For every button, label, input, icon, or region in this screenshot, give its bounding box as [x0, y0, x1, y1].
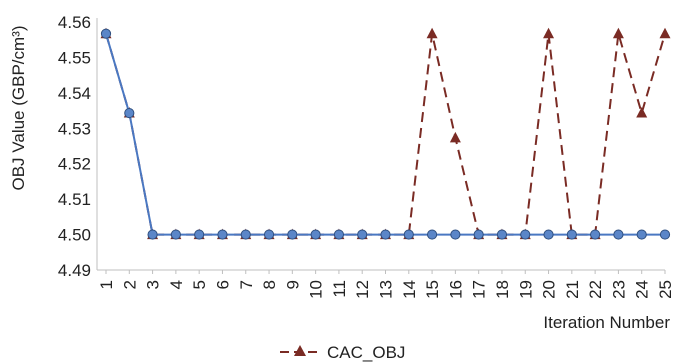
circle-marker	[240, 229, 251, 240]
circle-marker	[287, 229, 298, 240]
y-tick-label: 4.51	[58, 190, 91, 209]
circle-marker	[333, 229, 345, 240]
x-tick-label: 11	[330, 280, 349, 298]
circle-marker	[194, 229, 205, 240]
circle-marker	[426, 229, 438, 240]
y-tick-label: 4.53	[58, 119, 91, 138]
legend-label-cac-obj: CAC_OBJ	[327, 343, 405, 362]
axes	[96, 18, 665, 271]
x-tick-label: 21	[563, 280, 582, 299]
circle-marker	[450, 229, 461, 240]
circle-marker	[263, 229, 275, 240]
x-tick-label: 8	[260, 280, 279, 289]
x-tick-label: 16	[446, 280, 465, 299]
x-tick-label: 15	[423, 280, 442, 299]
circle-marker	[380, 229, 391, 240]
circle-marker	[147, 229, 158, 240]
circle-marker	[543, 229, 554, 240]
x-tick-label: 2	[120, 280, 139, 289]
y-tick-labels: 4.49 4.50 4.51 4.52 4.53 4.54 4.55 4.56	[58, 13, 91, 280]
x-tick-label: 10	[307, 280, 326, 299]
triangle-marker	[636, 107, 648, 118]
x-tick-label: 25	[656, 280, 673, 299]
x-tick-label: 19	[516, 280, 535, 299]
y-tick-label: 4.49	[58, 261, 91, 280]
series-line-0	[105, 32, 666, 236]
x-tick-label: 14	[400, 280, 419, 299]
circle-marker	[520, 229, 531, 240]
circle-marker	[659, 229, 671, 240]
x-axis-title: Iteration Number	[543, 313, 670, 332]
y-tick-label: 4.55	[58, 48, 91, 67]
circle-marker	[124, 107, 135, 119]
triangle-marker	[659, 27, 671, 39]
x-tick-label: 4	[167, 280, 186, 289]
series-line-1	[105, 33, 665, 236]
x-tick-label: 22	[586, 280, 605, 299]
series-0	[100, 27, 671, 240]
y-tick-label: 4.50	[58, 226, 91, 245]
y-tick-label: 4.56	[58, 13, 91, 32]
x-tick-label: 3	[144, 280, 163, 289]
circle-marker	[217, 229, 228, 240]
circle-marker	[473, 229, 484, 240]
circle-marker	[170, 229, 181, 240]
circle-marker	[403, 229, 414, 240]
circle-marker	[613, 229, 624, 240]
x-tick-label: 6	[213, 280, 232, 289]
series-1	[100, 28, 671, 240]
legend: CAC_OBJ	[280, 343, 405, 362]
x-tick-label: 5	[190, 280, 209, 289]
circle-marker	[357, 229, 368, 240]
circle-marker	[310, 229, 321, 240]
x-tick-label: 17	[470, 280, 489, 299]
x-tick-label: 9	[283, 280, 302, 289]
y-axis-title: OBJ Value (GBP/cm³)	[9, 26, 28, 191]
triangle-marker	[426, 27, 438, 39]
triangle-marker	[543, 27, 555, 39]
x-tick-label: 24	[633, 280, 652, 299]
circle-marker	[636, 229, 647, 240]
x-tick-label: 20	[540, 280, 559, 299]
series-group	[100, 27, 671, 240]
x-tick-label: 13	[377, 280, 396, 299]
x-tick-label: 7	[237, 280, 256, 289]
y-tick-label: 4.52	[58, 155, 91, 174]
circle-marker	[496, 229, 508, 240]
triangle-marker	[612, 27, 624, 39]
circle-marker	[100, 28, 112, 39]
x-tick-label: 1	[97, 280, 116, 289]
circle-marker	[590, 229, 601, 240]
legend-triangle-marker	[294, 345, 306, 356]
x-tick-label: 12	[353, 280, 372, 299]
x-tick-label: 18	[493, 280, 512, 299]
x-tick-labels: 1 2 3 4 5 6 7 8 9 10 11 12 13 14 15 16 17 18 19 20 21 22 23 24 2…	[97, 270, 673, 299]
y-tick-label: 4.54	[58, 84, 91, 103]
x-tick-label: 23	[609, 280, 628, 299]
circle-marker	[566, 229, 577, 240]
triangle-marker	[449, 131, 461, 143]
